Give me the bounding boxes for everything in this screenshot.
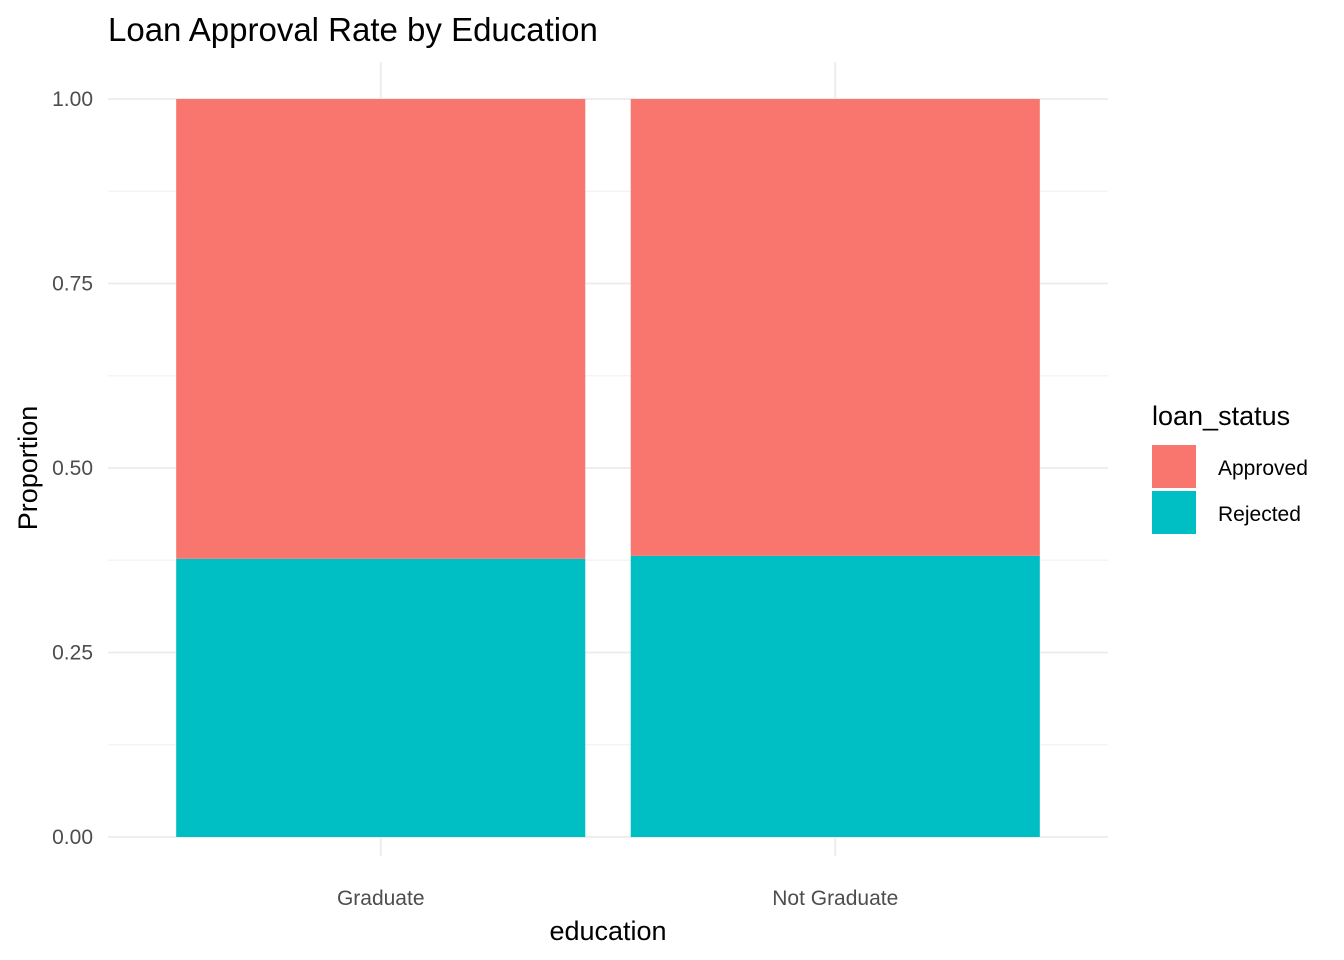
bar-segment [630, 99, 1040, 556]
x-tick-label: Graduate [337, 887, 425, 910]
x-tick-label: Not Graduate [772, 887, 898, 910]
y-axis-ticks: 0.00 0.25 0.50 0.75 1.00 [52, 88, 93, 849]
bar-segment [176, 99, 586, 559]
bar-segment [176, 558, 586, 837]
legend-label: Approved [1218, 457, 1308, 480]
x-axis-title: education [549, 916, 666, 946]
legend-label: Rejected [1218, 503, 1301, 526]
x-axis-ticks: Graduate Not Graduate [337, 887, 898, 910]
y-tick-label: 0.50 [52, 457, 93, 480]
y-tick-label: 0.00 [52, 826, 93, 849]
bar-segment [630, 555, 1040, 837]
legend-key [1152, 445, 1196, 488]
legend: loan_status Approved Rejected [1152, 401, 1308, 534]
chart-title: Loan Approval Rate by Education [108, 11, 598, 48]
legend-key [1152, 491, 1196, 534]
y-axis-title: Proportion [13, 406, 43, 531]
y-tick-label: 0.25 [52, 642, 93, 665]
bars [176, 99, 1040, 837]
legend-title: loan_status [1152, 401, 1290, 431]
y-tick-label: 0.75 [52, 273, 93, 296]
y-tick-label: 1.00 [52, 88, 93, 111]
